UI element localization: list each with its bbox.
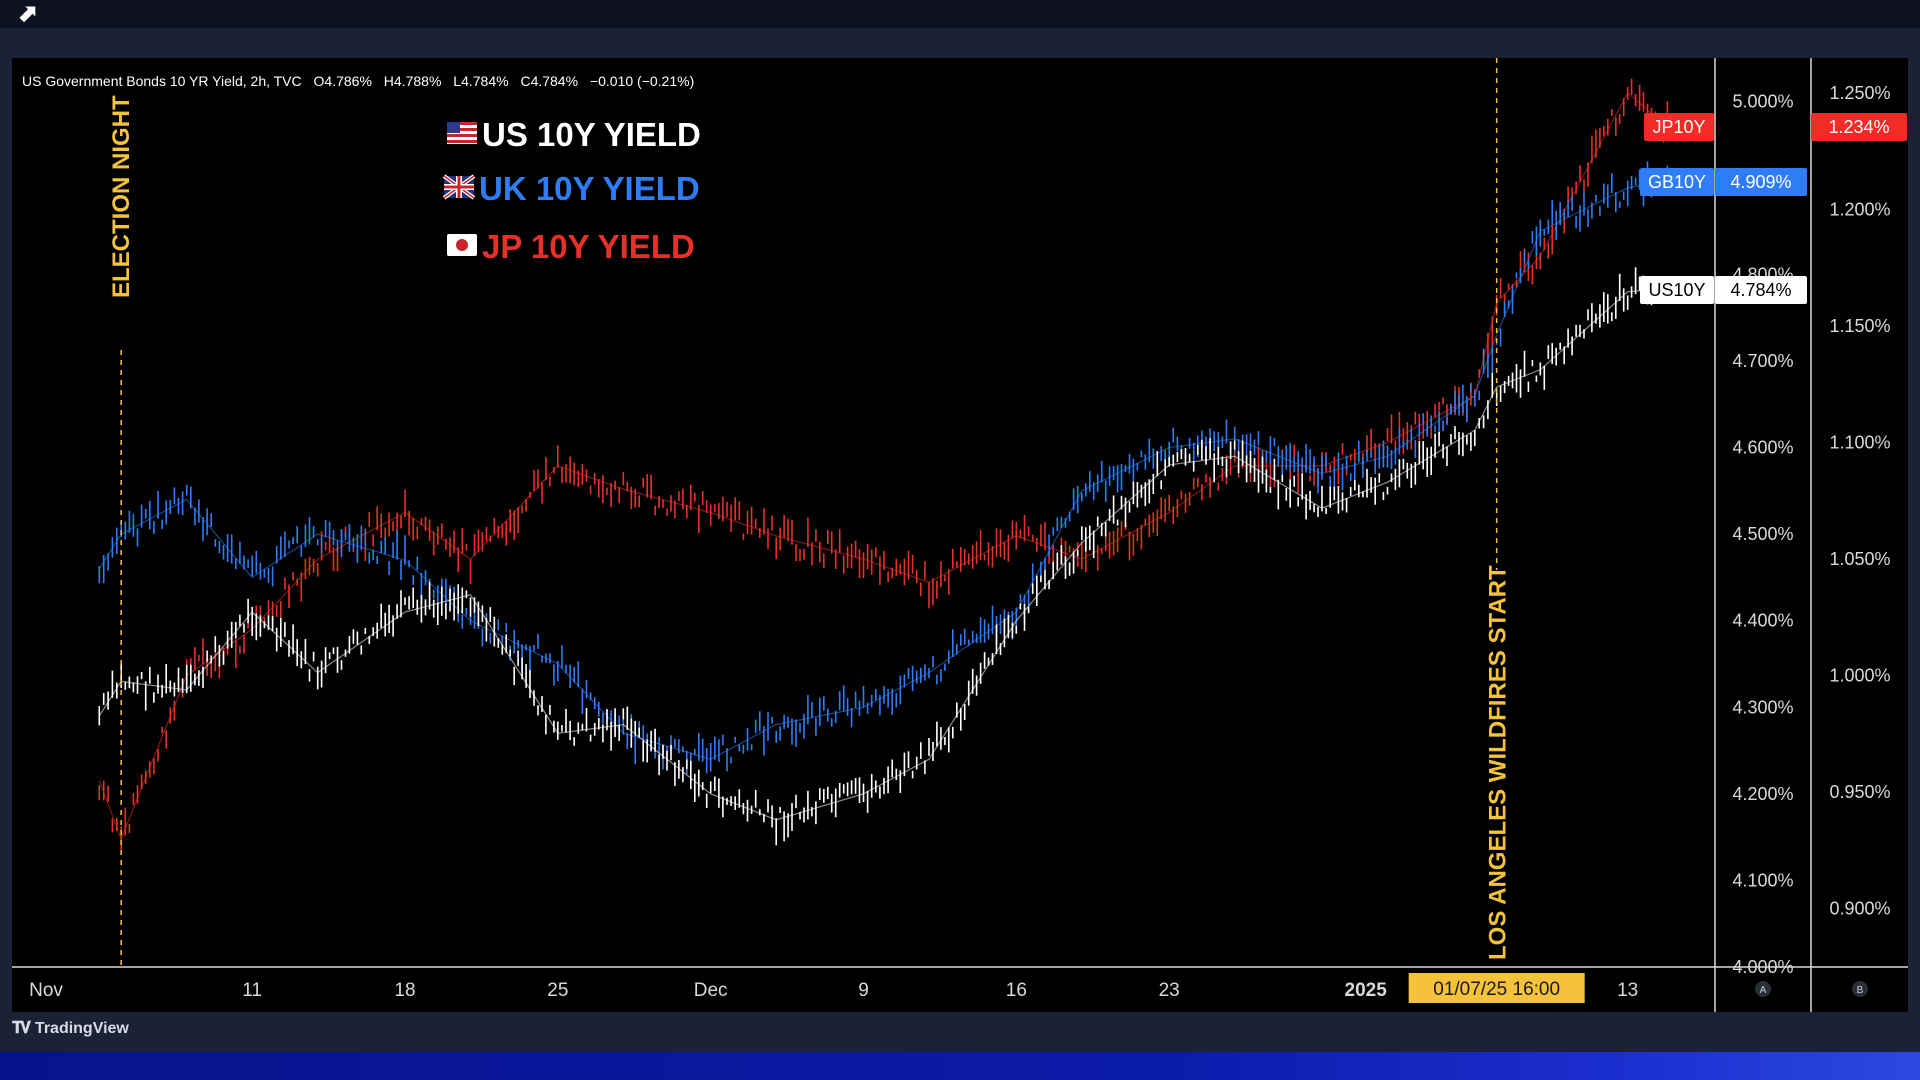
scale-b-tick: 1.250% xyxy=(1829,83,1890,103)
scale-b-button[interactable]: B xyxy=(1852,981,1868,997)
tag-value-bg xyxy=(1811,113,1907,141)
series-layer xyxy=(98,78,1672,850)
price-scale-a: 5.000%4.900%4.800%4.700%4.600%4.500%4.40… xyxy=(1732,91,1793,977)
scale-a-label: A xyxy=(1760,985,1767,996)
tag-symbol-bg xyxy=(1644,113,1714,141)
scale-a-tick: 4.400% xyxy=(1732,611,1793,631)
scale-b-label: B xyxy=(1857,985,1864,996)
tag-value-bg xyxy=(1715,168,1807,196)
legend-title-us: US 10Y YIELD xyxy=(482,116,701,153)
time-tick: 23 xyxy=(1159,980,1180,1001)
series-line-jp10y xyxy=(98,92,1672,841)
price-tag-us10y[interactable]: US10Y 4.784% xyxy=(1640,276,1807,304)
scale-b-tick: 1.100% xyxy=(1829,433,1890,453)
tag-value: 4.784% xyxy=(1730,280,1791,300)
scale-b-tick: 0.950% xyxy=(1829,782,1890,802)
wildfires-label: LOS ANGELES WILDFIRES START xyxy=(1485,565,1512,960)
price-tag-gb10y[interactable]: GB10Y 4.909% xyxy=(1640,168,1807,196)
legend-jp: JP 10Y YIELD xyxy=(447,228,695,265)
price-tags: JP10Y 1.234% GB10Y 4.909% US10Y 4.784% xyxy=(1640,113,1907,304)
time-tick: 16 xyxy=(1006,980,1027,1001)
series-jp10y xyxy=(98,78,1672,850)
scale-a-tick: 4.700% xyxy=(1732,351,1793,371)
price-tag-jp10y[interactable]: JP10Y 1.234% xyxy=(1644,113,1907,141)
time-tick: 9 xyxy=(858,980,869,1001)
top-toolbar: ⬈ xyxy=(0,0,1920,28)
scale-b-tick: 1.000% xyxy=(1829,666,1890,686)
time-tick: 11 xyxy=(242,980,262,1001)
symbol-line: US Government Bonds 10 YR Yield, 2h, TVC xyxy=(22,73,302,89)
series-line-gb10y xyxy=(98,179,1672,760)
tag-value: 4.909% xyxy=(1730,172,1791,192)
ohlc-low: L4.784% xyxy=(453,73,508,89)
ohlc-close: C4.784% xyxy=(520,73,578,89)
time-tick: Nov xyxy=(29,980,63,1001)
ohlc-change: −0.010 (−0.21%) xyxy=(590,73,694,89)
time-tick: 25 xyxy=(547,980,568,1001)
scale-a-tick: 4.500% xyxy=(1732,524,1793,544)
tag-symbol: US10Y xyxy=(1648,280,1705,300)
scale-a-tick: 4.300% xyxy=(1732,697,1793,717)
legend-uk: UK 10Y YIELD xyxy=(442,170,700,207)
legend-us: US 10Y YIELD xyxy=(447,116,701,153)
scale-a-tick: 4.100% xyxy=(1732,870,1793,890)
scale-a-tick: 4.000% xyxy=(1732,957,1793,977)
time-tick: 18 xyxy=(394,980,415,1001)
scale-b-tick: 0.900% xyxy=(1829,899,1890,919)
series-gb10y xyxy=(98,161,1672,775)
event-layer: ELECTION NIGHT LOS ANGELES WILDFIRES STAR… xyxy=(108,58,1512,967)
scale-b-tick: 1.050% xyxy=(1829,549,1890,569)
scale-a-tick: 4.200% xyxy=(1732,784,1793,804)
us-flag-icon xyxy=(447,122,477,144)
crosshair-time-bg xyxy=(1408,973,1585,1003)
time-axis: Nov 11 18 25 Dec 9 16 23 2025 13 01/07/25 16:00 xyxy=(29,973,1638,1003)
legend-title-jp: JP 10Y YIELD xyxy=(482,228,695,265)
series-us10y xyxy=(98,267,1672,846)
time-tick: 13 xyxy=(1617,980,1638,1001)
tradingview-logo-icon: 𝐓𝐕 xyxy=(12,1020,31,1037)
ohlc-high: H4.788% xyxy=(384,73,442,89)
tag-symbol: GB10Y xyxy=(1648,172,1706,192)
price-scale-b: 1.250% 1.200% 1.150% 1.100% 1.050% 1.000% 0.95… xyxy=(1829,83,1890,919)
crosshair-time-label: 01/07/25 16:00 xyxy=(1433,979,1560,1000)
symbol-info: US Government Bonds 10 YR Yield, 2h, TVC… xyxy=(22,73,694,89)
tag-symbol: JP10Y xyxy=(1652,117,1705,137)
series-line-us10y xyxy=(98,287,1672,821)
scale-a-button[interactable]: A xyxy=(1755,981,1771,997)
legend-title-uk: UK 10Y YIELD xyxy=(479,170,700,207)
jp-flag-icon xyxy=(447,234,477,256)
arrow-icon[interactable]: ⬈ xyxy=(18,0,39,27)
tag-value: 1.234% xyxy=(1828,117,1889,137)
scale-a-tick: 5.000% xyxy=(1732,91,1793,111)
tag-symbol-bg xyxy=(1640,168,1714,196)
time-tick: Dec xyxy=(694,980,728,1001)
uk-flag-icon xyxy=(442,174,476,200)
scale-b-tick: 1.150% xyxy=(1829,316,1890,336)
election-night-label: ELECTION NIGHT xyxy=(108,95,135,298)
tag-value-bg xyxy=(1715,276,1807,304)
time-tick: 2025 xyxy=(1345,980,1388,1001)
ohlc-open: O4.786% xyxy=(314,73,372,89)
tag-symbol-bg xyxy=(1640,276,1714,304)
brand-label: TradingView xyxy=(34,1020,129,1037)
scale-b-tick: 1.200% xyxy=(1829,200,1890,220)
scale-a-tick: 4.600% xyxy=(1732,438,1793,458)
footer-band xyxy=(0,1052,1920,1080)
tradingview-brand[interactable]: 𝐓𝐕 TradingView xyxy=(12,1020,129,1038)
